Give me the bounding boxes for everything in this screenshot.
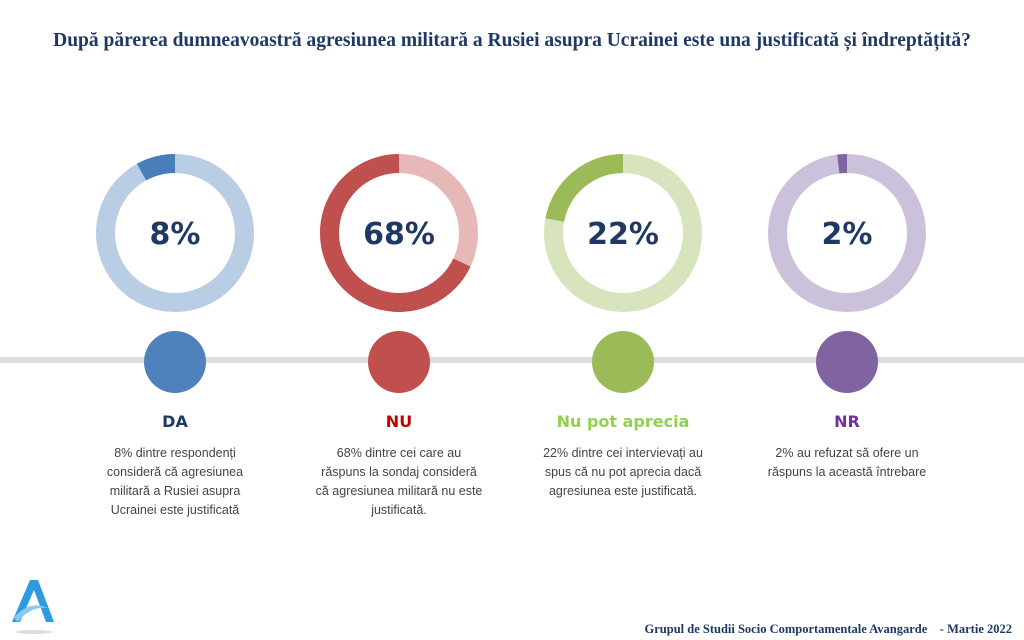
- value-label-nu: 68%: [363, 217, 435, 252]
- category-label-nu: NU: [385, 412, 413, 431]
- category-description-nr: 2% au refuzat să ofere un răspuns la ace…: [767, 446, 927, 479]
- marker-dot-nr: [816, 331, 878, 393]
- donut-arc-nu-pot-aprecia: [545, 154, 624, 223]
- value-label-nu-pot-aprecia: 22%: [587, 217, 659, 252]
- footer-source: Grupul de Studii Socio Comportamentale A…: [644, 622, 1012, 636]
- chart-title: După părerea dumneavoastră agresiunea mi…: [53, 30, 971, 51]
- value-label-da: 8%: [150, 217, 201, 252]
- value-label-nr: 2%: [822, 217, 873, 252]
- donut-arc-nr: [837, 154, 848, 174]
- category-label-nu-pot-aprecia: Nu pot aprecia: [556, 412, 690, 431]
- category-description-nu: 68% dintre cei care au răspuns la sondaj…: [315, 446, 483, 517]
- category-description-nu-pot-aprecia: 22% dintre cei intervievați au spus că n…: [543, 446, 703, 498]
- donut-arc-nu: [320, 154, 471, 312]
- category-label-da: DA: [162, 412, 188, 431]
- category-label-nr: NR: [834, 412, 860, 431]
- timeline-line: [0, 357, 1024, 363]
- avangarde-logo-icon: [8, 578, 64, 638]
- marker-dot-nu: [368, 331, 430, 393]
- category-description-da: 8% dintre respondenți consideră că agres…: [106, 446, 244, 517]
- marker-dot-da: [144, 331, 206, 393]
- donut-arc-da: [136, 154, 176, 181]
- marker-dot-nu-pot-aprecia: [592, 331, 654, 393]
